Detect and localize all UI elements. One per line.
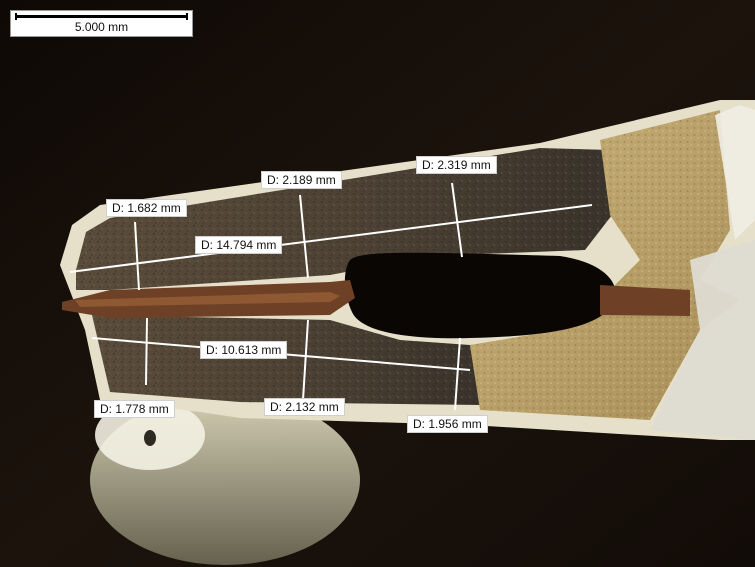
measurement-label-lower-left: D: 1.778 mm bbox=[94, 400, 175, 418]
scale-bar-line bbox=[15, 13, 188, 20]
measurement-label-lower-mid: D: 2.132 mm bbox=[264, 398, 345, 416]
scale-bar-label: 5.000 mm bbox=[74, 20, 129, 34]
measurement-label-lower-length: D: 10.613 mm bbox=[200, 341, 288, 359]
measurement-label-upper-mid: D: 2.189 mm bbox=[261, 171, 342, 189]
measurement-label-upper-left: D: 1.682 mm bbox=[106, 199, 187, 217]
measurement-label-lower-right: D: 1.956 mm bbox=[407, 415, 488, 433]
measurement-label-upper-right: D: 2.319 mm bbox=[416, 156, 497, 174]
scale-bar: 5.000 mm bbox=[10, 10, 193, 37]
measurement-label-upper-length: D: 14.794 mm bbox=[195, 236, 283, 254]
